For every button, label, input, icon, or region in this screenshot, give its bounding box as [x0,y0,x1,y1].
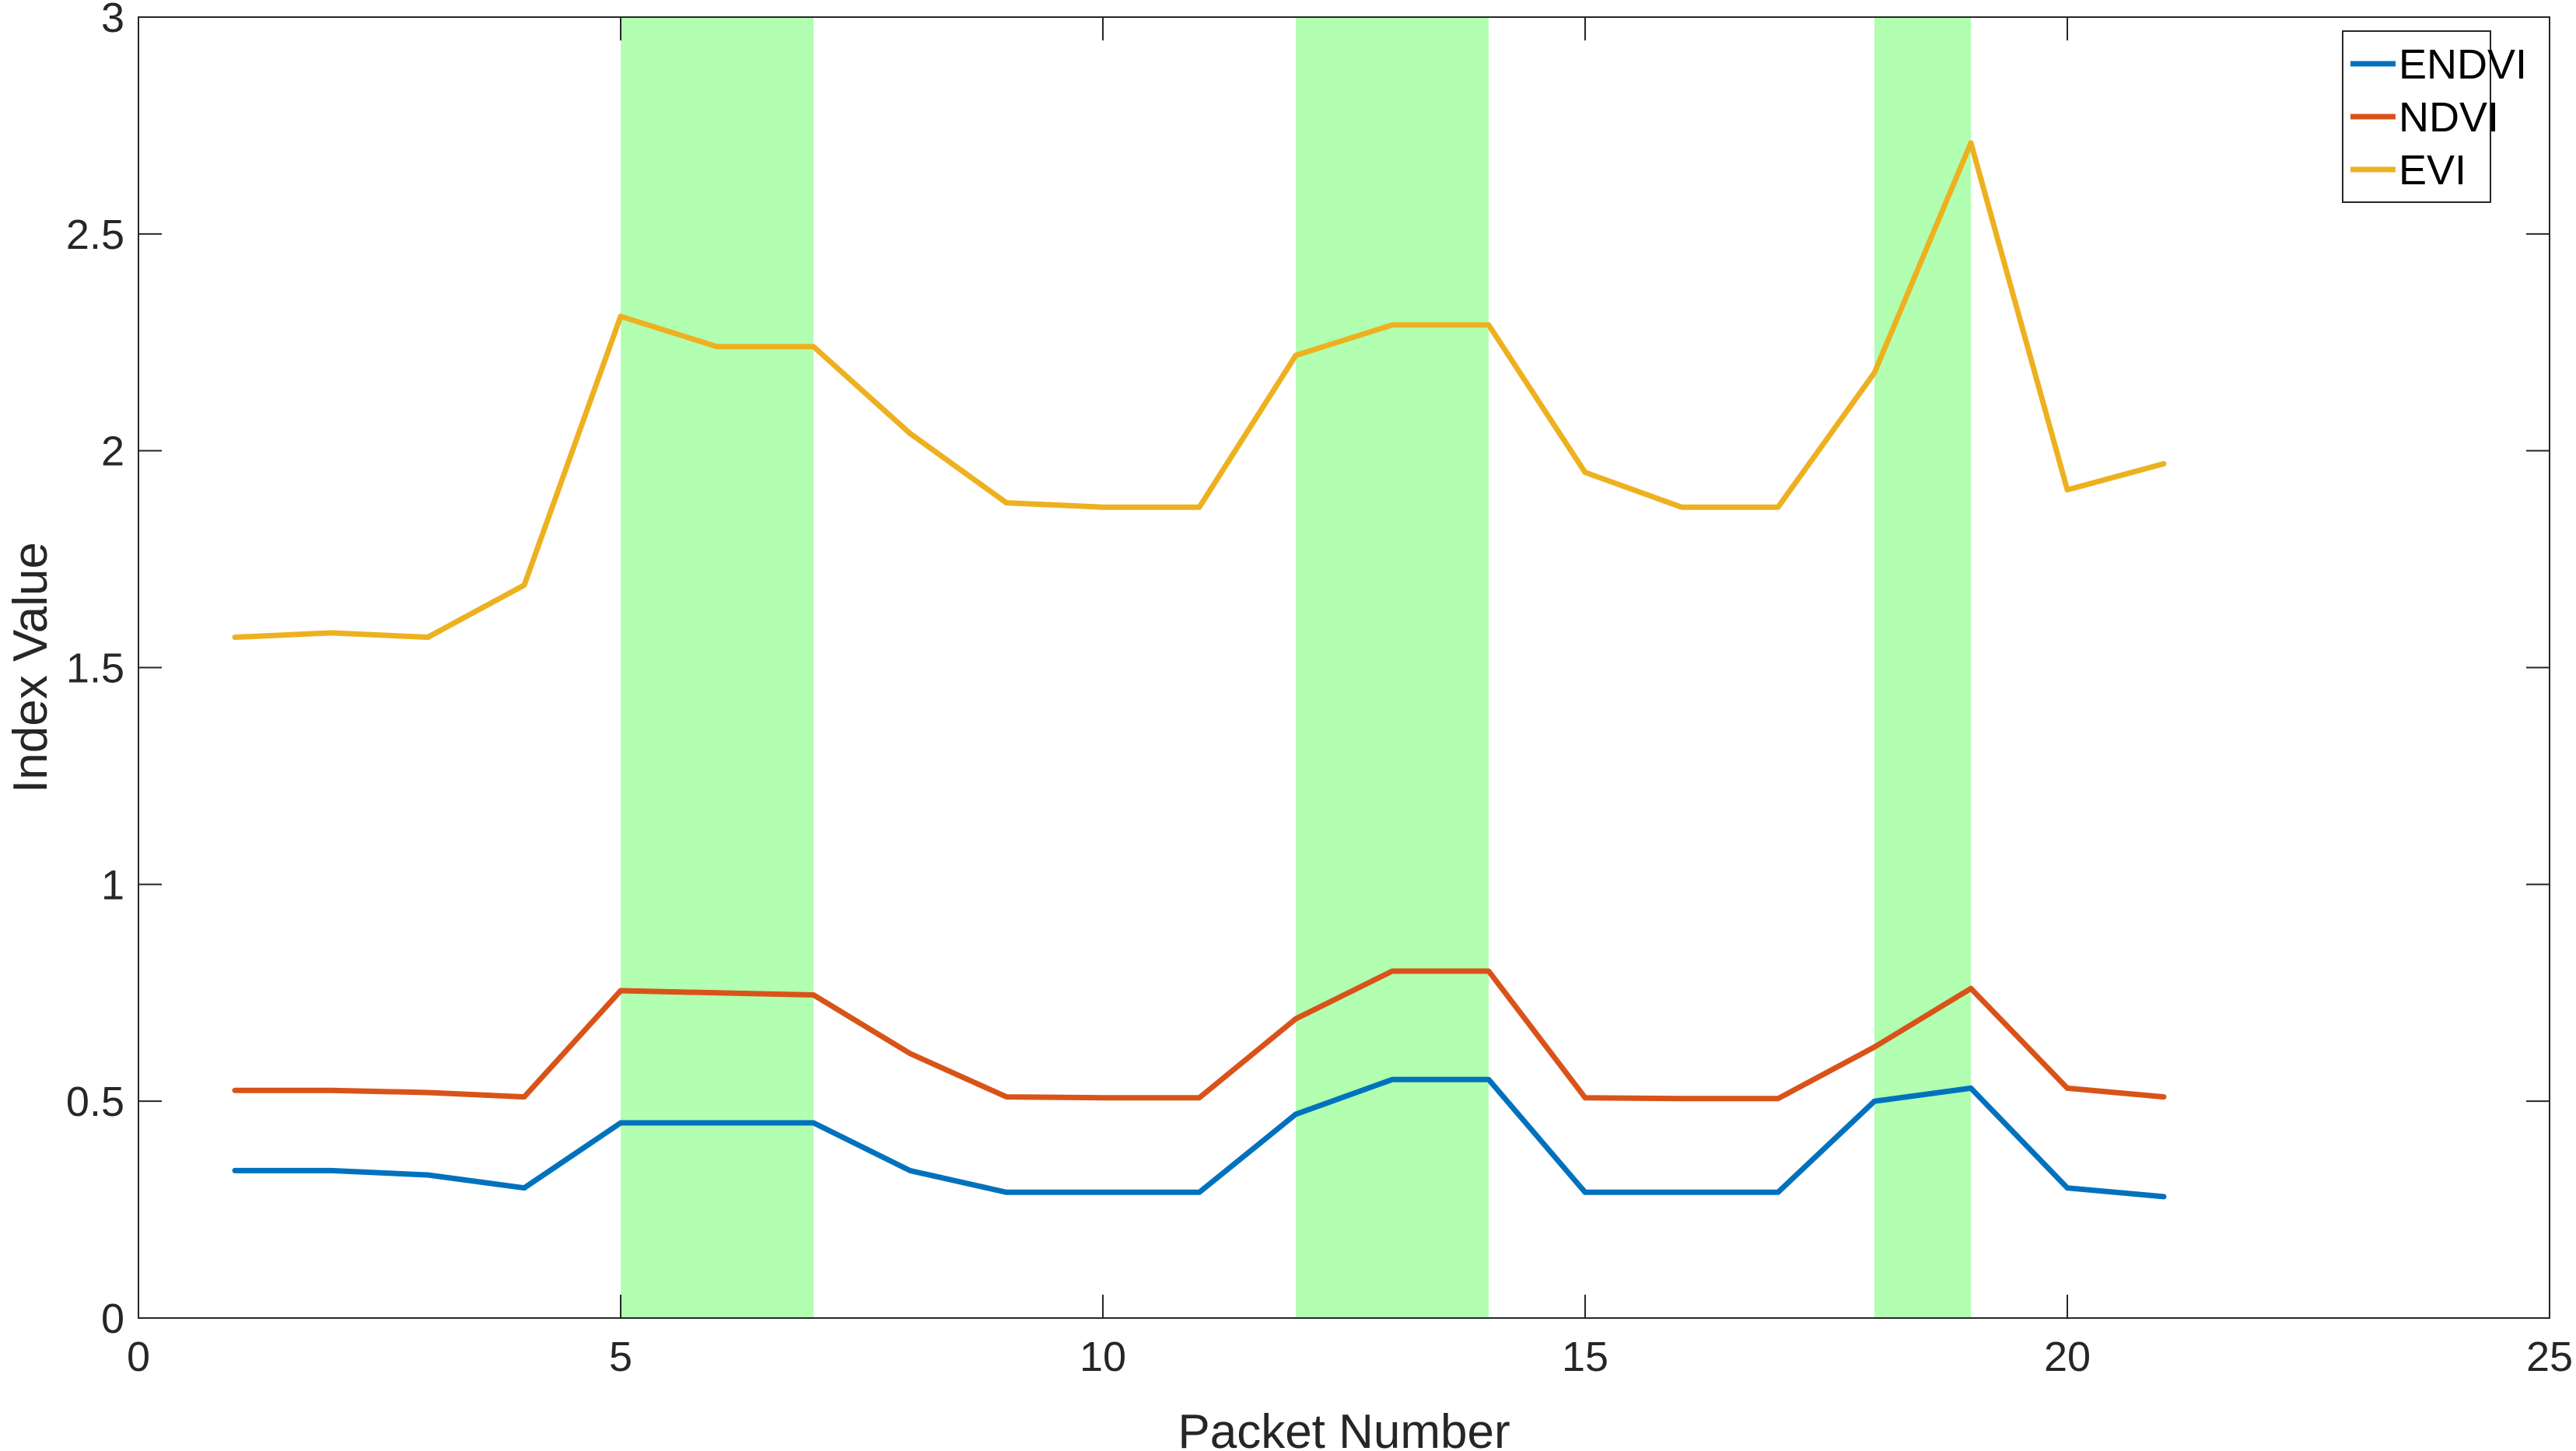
legend: ENDVI NDVI EVI [2342,30,2527,203]
series-line-evi [232,140,2167,640]
legend-label-evi: EVI [2399,147,2466,194]
y-tick-label: 1.5 [66,645,124,692]
shaded-regions [621,17,1971,1318]
series-line-endvi [232,1076,2167,1200]
legend-label-ndvi: NDVI [2399,94,2499,141]
plot-background [138,17,2550,1318]
y-tick-label: 3 [101,0,124,41]
tick-marks [138,16,2550,1319]
x-tick-label: 5 [609,1334,632,1380]
y-tick-label: 2 [101,428,124,475]
y-tick-label: 1 [101,862,124,908]
legend-label-endvi: ENDVI [2399,41,2527,88]
tick-labels: 0 5 10 15 20 25 0 0.5 1 1.5 2 2.5 3 [66,0,2573,1380]
shaded-region-3 [1874,17,1971,1318]
x-tick-label: 15 [1562,1334,1608,1380]
series-line-ndvi [232,968,2167,1102]
y-tick-label: 0 [101,1295,124,1342]
shaded-region-2 [1296,17,1489,1318]
x-tick-label: 0 [127,1334,150,1380]
plot-area [138,17,2550,1318]
shaded-region-1 [621,17,814,1318]
y-tick-label: 2.5 [66,212,124,258]
series-lines [232,140,2167,1200]
y-axis-label: Index Value [4,542,58,793]
x-tick-label: 25 [2526,1334,2573,1380]
y-tick-label: 0.5 [66,1079,124,1125]
x-axis-label: Packet Number [1178,1405,1510,1451]
x-tick-label: 20 [2044,1334,2091,1380]
x-tick-label: 10 [1080,1334,1126,1380]
